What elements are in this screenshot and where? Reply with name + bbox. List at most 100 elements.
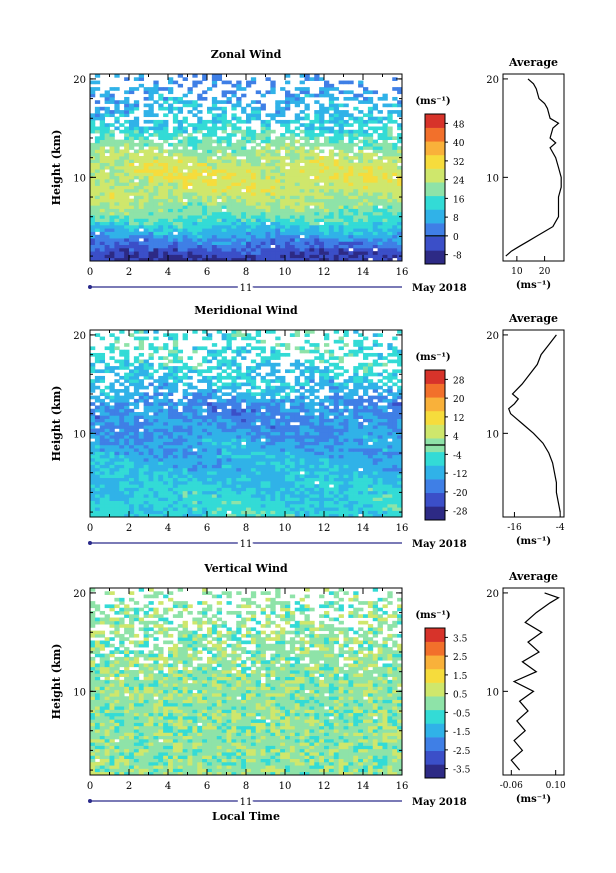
- heatmap-cell: [309, 201, 315, 206]
- heatmap-cell: [187, 510, 193, 515]
- heatmap-cell: [260, 451, 266, 456]
- heatmap-cell: [163, 126, 169, 131]
- heatmap-cell: [250, 198, 257, 203]
- heatmap-cell: [338, 474, 344, 479]
- heatmap-cell: [148, 507, 154, 511]
- heatmap-cell: [319, 418, 325, 423]
- heatmap-cell: [328, 428, 335, 433]
- heatmap-cell: [192, 474, 198, 479]
- heatmap-cell: [314, 444, 320, 449]
- heatmap-cell: [372, 175, 379, 180]
- heatmap-cell: [143, 251, 149, 255]
- heatmap-cell: [104, 205, 110, 209]
- heatmap-cell: [280, 195, 286, 200]
- heatmap-cell: [216, 510, 223, 515]
- heatmap-cell: [358, 116, 364, 121]
- heatmap-cell: [343, 451, 349, 456]
- heatmap-cell: [94, 152, 101, 157]
- heatmap-cell: [250, 100, 257, 104]
- heatmap-cell: [109, 507, 115, 511]
- heatmap-cell: [270, 175, 276, 180]
- heatmap-cell: [353, 451, 359, 456]
- heatmap-cell: [109, 477, 115, 482]
- heatmap-cell: [299, 74, 305, 78]
- heatmap-cell: [241, 503, 247, 508]
- heatmap-cell: [207, 139, 213, 144]
- heatmap-cell: [182, 418, 188, 423]
- heatmap-cell: [382, 146, 388, 150]
- heatmap-cell: [158, 444, 164, 449]
- heatmap-cell: [104, 106, 110, 111]
- heatmap-cell: [124, 477, 130, 482]
- heatmap-cell: [387, 126, 393, 131]
- heatmap-cell: [377, 500, 383, 505]
- heatmap-cell: [231, 477, 237, 482]
- heatmap-cell: [255, 113, 262, 118]
- heatmap-cell: [216, 503, 223, 508]
- heatmap-cell: [246, 241, 252, 245]
- heatmap-cell: [270, 208, 276, 213]
- heatmap-cell: [304, 162, 310, 167]
- heatmap-cell: [143, 169, 149, 173]
- heatmap-cell: [314, 218, 320, 223]
- heatmap-cell: [363, 87, 369, 91]
- heatmap-cell: [133, 169, 140, 173]
- heatmap-cell: [153, 477, 159, 482]
- heatmap-cell: [226, 238, 232, 242]
- heatmap-cell: [109, 110, 115, 114]
- heatmap-cell: [289, 159, 296, 163]
- heatmap-cell: [348, 142, 354, 147]
- heatmap-cell: [133, 251, 140, 255]
- heatmap-cell: [241, 507, 247, 511]
- heatmap-cell: [358, 497, 364, 501]
- heatmap-cell: [221, 497, 227, 501]
- heatmap-cell: [265, 461, 271, 465]
- heatmap-cell: [285, 129, 291, 134]
- heatmap-cell: [94, 110, 101, 114]
- heatmap-cell: [104, 156, 110, 160]
- heatmap-cell: [250, 425, 257, 429]
- heatmap-cell: [221, 178, 227, 183]
- heatmap-cell: [275, 241, 281, 245]
- heatmap-cell: [226, 205, 232, 209]
- heatmap-cell: [328, 467, 335, 472]
- heatmap-cell: [363, 451, 369, 456]
- heatmap-cell: [241, 218, 247, 223]
- heatmap-cell: [392, 415, 398, 419]
- heatmap-cell: [285, 224, 291, 229]
- heatmap-cell: [109, 224, 115, 229]
- heatmap-cell: [397, 188, 403, 193]
- heatmap-cell: [265, 156, 271, 160]
- heatmap-cell: [182, 149, 188, 154]
- heatmap-cell: [309, 444, 315, 449]
- heatmap-cell: [348, 425, 354, 429]
- heatmap-cell: [363, 438, 369, 442]
- heatmap-cell: [363, 513, 369, 518]
- heatmap-cell: [289, 146, 296, 150]
- heatmap-cell: [158, 247, 164, 252]
- heatmap-cell: [314, 208, 320, 213]
- heatmap-cell: [382, 215, 388, 219]
- heatmap-cell: [148, 477, 154, 482]
- heatmap-cell: [255, 224, 262, 229]
- heatmap-cell: [148, 231, 154, 236]
- heatmap-cell: [129, 477, 135, 482]
- heatmap-cell: [285, 198, 291, 203]
- heatmap-cell: [275, 178, 281, 183]
- heatmap-cell: [289, 152, 296, 157]
- heatmap-cell: [392, 451, 398, 456]
- heatmap-cell: [104, 467, 110, 472]
- heatmap-cell: [172, 428, 179, 433]
- heatmap-cell: [314, 192, 320, 196]
- heatmap-cell: [202, 169, 208, 173]
- heatmap-cell: [348, 159, 354, 163]
- heatmap-cell: [246, 188, 252, 193]
- heatmap-cell: [236, 211, 242, 216]
- heatmap-cell: [192, 152, 198, 157]
- heatmap-cell: [246, 503, 252, 508]
- heatmap-cell: [207, 159, 213, 163]
- heatmap-cell: [265, 487, 271, 492]
- heatmap-cell: [133, 123, 140, 127]
- heatmap-cell: [104, 471, 110, 475]
- heatmap-cell: [363, 484, 369, 488]
